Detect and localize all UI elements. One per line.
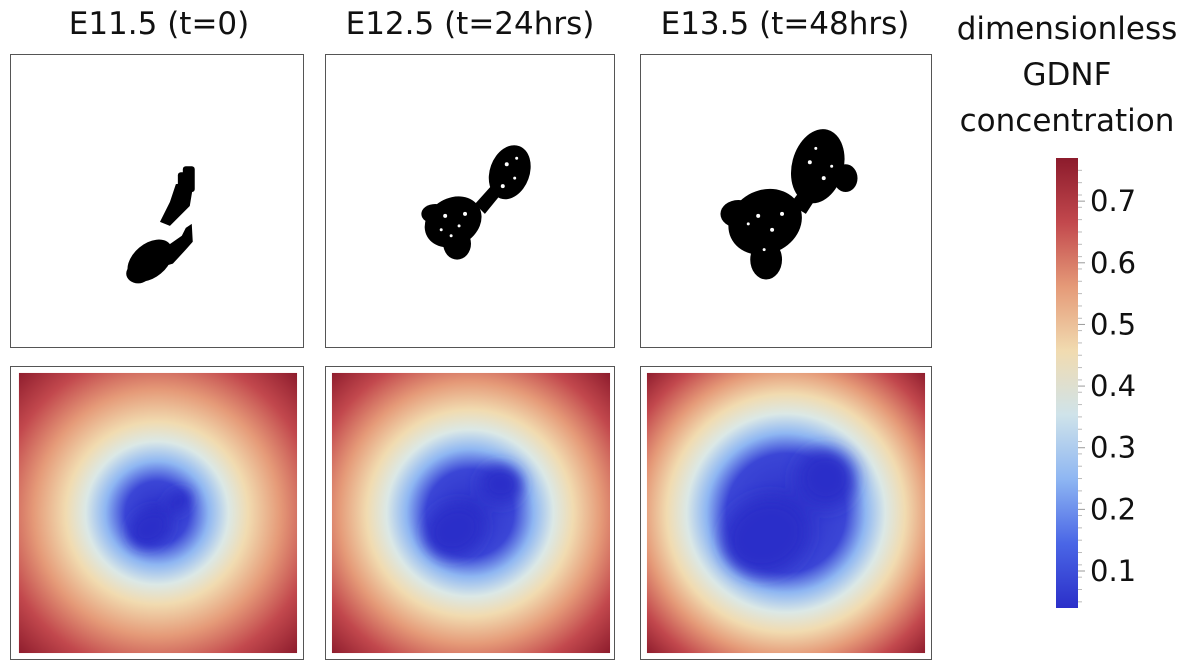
- colorbar-tick-label: 0.5: [1090, 307, 1136, 341]
- colorbar-title-line: dimensionless: [956, 11, 1178, 47]
- colorbar-tick-label: 0.6: [1090, 246, 1136, 280]
- concentration-panel-e13-5: [640, 366, 932, 660]
- colorbar-tick-label: 0.7: [1090, 184, 1136, 218]
- concentration-panel-e11-5: [10, 366, 304, 660]
- colorbar-tick-label: 0.4: [1090, 369, 1136, 403]
- network-panel-e12-5: [325, 54, 615, 348]
- colorbar-tick-label: 0.3: [1090, 431, 1136, 465]
- colorbar: 0.1 0.2 0.3 0.4 0.5 0.6 0.7: [1056, 158, 1136, 608]
- network-panel-e11-5: [10, 54, 304, 348]
- colorbar-tick-label: 0.2: [1090, 492, 1136, 526]
- column-title-e12-5: E12.5 (t=24hrs): [345, 6, 595, 42]
- colorbar-title-line: GDNF: [1022, 57, 1112, 93]
- column-title-e11-5: E11.5 (t=0): [68, 6, 250, 42]
- network-panel-e13-5: [640, 54, 932, 348]
- colorbar-tick-label: 0.1: [1090, 554, 1136, 588]
- concentration-panel-e12-5: [325, 366, 615, 660]
- colorbar-title-line: concentration: [959, 103, 1175, 139]
- column-title-e13-5: E13.5 (t=48hrs): [660, 6, 910, 42]
- colorbar-gradient: [1056, 158, 1078, 608]
- colorbar-title: dimensionless GDNF concentration: [950, 6, 1184, 144]
